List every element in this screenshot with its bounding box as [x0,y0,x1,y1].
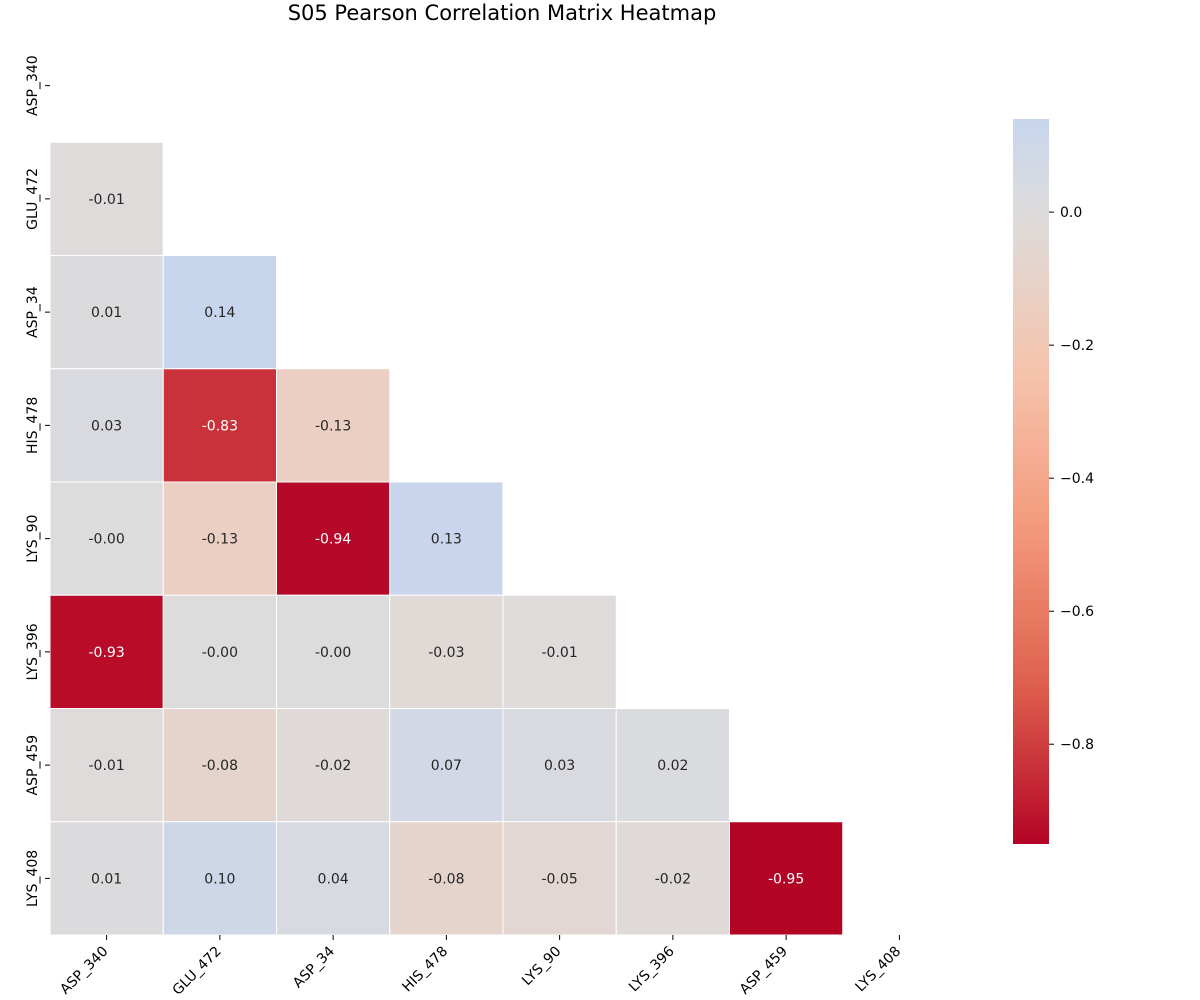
cell-value-label: -0.13 [315,418,351,434]
y-tick-label: ASP_34 [25,286,41,338]
heatmap-cell [389,481,504,596]
x-tick-label: HIS_478 [399,944,451,996]
cell-value-label: 0.01 [91,305,122,321]
y-tick-label: HIS_478 [25,397,41,454]
cell-value-label: -0.93 [89,645,125,661]
heatmap-cell [49,141,164,256]
cell-value-label: 0.14 [204,305,235,321]
heatmap-cell [49,255,164,370]
cell-value-label: 0.03 [91,418,122,434]
x-tick-label: LYS_90 [519,944,564,989]
heatmap-cell [49,368,164,483]
heatmap-cell [162,594,277,709]
x-tick-label: GLU_472 [170,944,225,999]
heatmap-cell [615,821,730,936]
y-tick-label: LYS_408 [25,850,41,907]
cell-value-label: 0.02 [657,758,688,774]
cell-value-label: -0.13 [202,532,238,548]
cell-value-label: 0.10 [204,871,235,887]
heatmap-cell [162,368,277,483]
y-tick-label: ASP_459 [25,735,41,796]
heatmap-cell [276,594,391,709]
cell-value-label: 0.13 [431,532,462,548]
cell-value-label: -0.01 [89,758,125,774]
heatmap-cell [276,368,391,483]
colorbar-tick-label: −0.8 [1060,737,1094,753]
cell-value-label: -0.01 [89,192,125,208]
colorbar-ticks: 0.0 −0.2 −0.4 −0.6 −0.8 [1049,205,1094,753]
heatmap-cell [389,708,504,823]
colorbar-tick-label: 0.0 [1060,205,1082,221]
cell-value-label: -0.00 [202,645,238,661]
cell-value-label: -0.95 [768,871,804,887]
heatmap-cell [389,821,504,936]
cell-value-label: -0.02 [655,871,691,887]
cell-value-label: 0.03 [544,758,575,774]
heatmap-cell [389,594,504,709]
cell-value-label: -0.01 [542,645,578,661]
chart-title: S05 Pearson Correlation Matrix Heatmap [288,1,717,25]
colorbar-tick-label: −0.4 [1060,471,1094,487]
heatmap-cell [502,708,617,823]
heatmap-cell [162,255,277,370]
colorbar-tick-label: −0.2 [1060,338,1094,354]
y-tick-label: LYS_396 [25,623,41,680]
cell-value-label: -0.08 [202,758,238,774]
cell-value-label: -0.00 [315,645,351,661]
x-tick-label: LYS_396 [626,943,678,995]
cell-value-label: 0.07 [431,758,462,774]
cell-value-label: 0.04 [318,871,349,887]
colorbar: 0.0 −0.2 −0.4 −0.6 −0.8 [1013,119,1094,844]
y-tick-label: GLU_472 [25,168,41,230]
cell-value-label: 0.01 [91,871,122,887]
heatmap-cell [162,821,277,936]
y-tick-label: ASP_340 [25,55,41,116]
colorbar-gradient [1013,119,1049,844]
heatmap-cell [729,821,844,936]
y-tick-label: LYS_90 [25,515,41,563]
colorbar-tick-label: −0.6 [1060,604,1094,620]
cell-value-label: -0.02 [315,758,351,774]
x-tick-label: ASP_459 [737,944,791,998]
x-tick-label: ASP_34 [290,943,338,991]
cell-value-label: -0.05 [542,871,578,887]
heatmap-cell [162,481,277,596]
x-tick-label: LYS_408 [853,944,905,996]
x-axis-labels: ASP_340 GLU_472 ASP_34 HIS_478 LYS_90 LYS_396… [57,935,904,999]
heatmap-cell [162,708,277,823]
heatmap-cell [615,708,730,823]
cell-value-label: -0.00 [89,532,125,548]
heatmap-cells: -0.01 0.01 0.14 0.03 -0.83 -0.13 -0.00 -0.13 -0.… [49,141,844,936]
cell-value-label: -0.83 [202,418,238,434]
cell-value-label: -0.03 [428,645,464,661]
heatmap-cell [276,708,391,823]
y-axis-labels: ASP_340 GLU_472 ASP_34 HIS_478 LYS_90 LYS_396… [25,55,50,907]
cell-value-label: -0.08 [428,871,464,887]
x-tick-label: ASP_340 [57,944,111,998]
cell-value-label: -0.94 [315,532,351,548]
heatmap-cell [502,594,617,709]
heatmap-cell [49,821,164,936]
